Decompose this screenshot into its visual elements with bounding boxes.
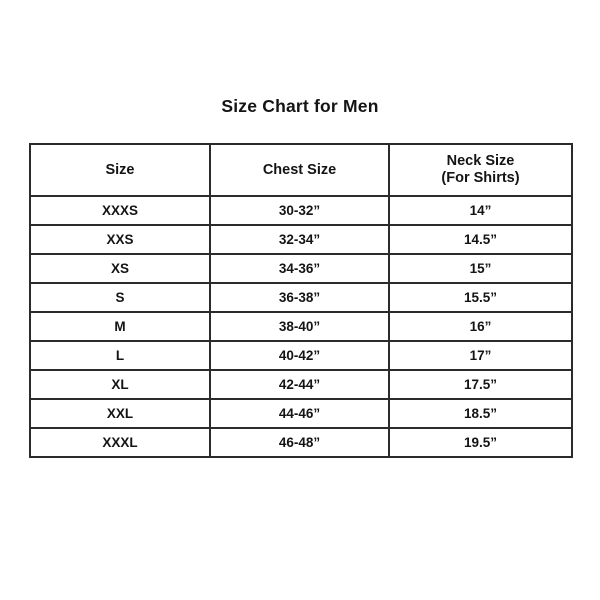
cell-size: M [29,311,211,342]
column-header-neck: Neck Size (For Shirts) [388,143,573,197]
table-row: M 38-40” 16” [29,311,573,342]
cell-chest: 32-34” [209,224,390,255]
table-row: XXS 32-34” 14.5” [29,224,573,255]
table-row: XXXL 46-48” 19.5” [29,427,573,458]
table-row: XL 42-44” 17.5” [29,369,573,400]
table-row: L 40-42” 17” [29,340,573,371]
cell-chest: 38-40” [209,311,390,342]
cell-neck: 15” [388,253,573,284]
cell-neck: 18.5” [388,398,573,429]
cell-size: XS [29,253,211,284]
cell-chest: 46-48” [209,427,390,458]
cell-size: XL [29,369,211,400]
table-row: XXL 44-46” 18.5” [29,398,573,429]
cell-neck: 19.5” [388,427,573,458]
cell-size: S [29,282,211,313]
column-header-size: Size [29,143,211,197]
size-chart-container: Size Chart for Men Size Chest Size Neck … [29,95,573,458]
size-chart-table: Size Chest Size Neck Size (For Shirts) X… [29,143,573,458]
column-header-size-line1: Size [105,161,135,178]
cell-neck: 14.5” [388,224,573,255]
cell-chest: 30-32” [209,195,390,226]
column-header-chest: Chest Size [209,143,390,197]
cell-size: XXXL [29,427,211,458]
cell-chest: 44-46” [209,398,390,429]
table-row: XS 34-36” 15” [29,253,573,284]
cell-size: XXL [29,398,211,429]
table-header: Size Chest Size Neck Size (For Shirts) [29,143,573,197]
table-row: XXXS 30-32” 14” [29,195,573,226]
cell-size: L [29,340,211,371]
cell-chest: 40-42” [209,340,390,371]
cell-chest: 34-36” [209,253,390,284]
column-header-neck-line2: (For Shirts) [441,170,520,186]
cell-size: XXXS [29,195,211,226]
table-header-row: Size Chest Size Neck Size (For Shirts) [29,143,573,197]
cell-neck: 14” [388,195,573,226]
page-title: Size Chart for Men [221,96,379,116]
cell-neck: 17.5” [388,369,573,400]
table-body: XXXS 30-32” 14” XXS 32-34” 14.5” XS 34-3… [29,195,573,458]
table-row: S 36-38” 15.5” [29,282,573,313]
column-header-neck-line1: Neck Size [446,153,515,169]
cell-size: XXS [29,224,211,255]
cell-neck: 15.5” [388,282,573,313]
cell-neck: 16” [388,311,573,342]
cell-chest: 36-38” [209,282,390,313]
cell-neck: 17” [388,340,573,371]
column-header-chest-line1: Chest Size [262,161,337,178]
cell-chest: 42-44” [209,369,390,400]
